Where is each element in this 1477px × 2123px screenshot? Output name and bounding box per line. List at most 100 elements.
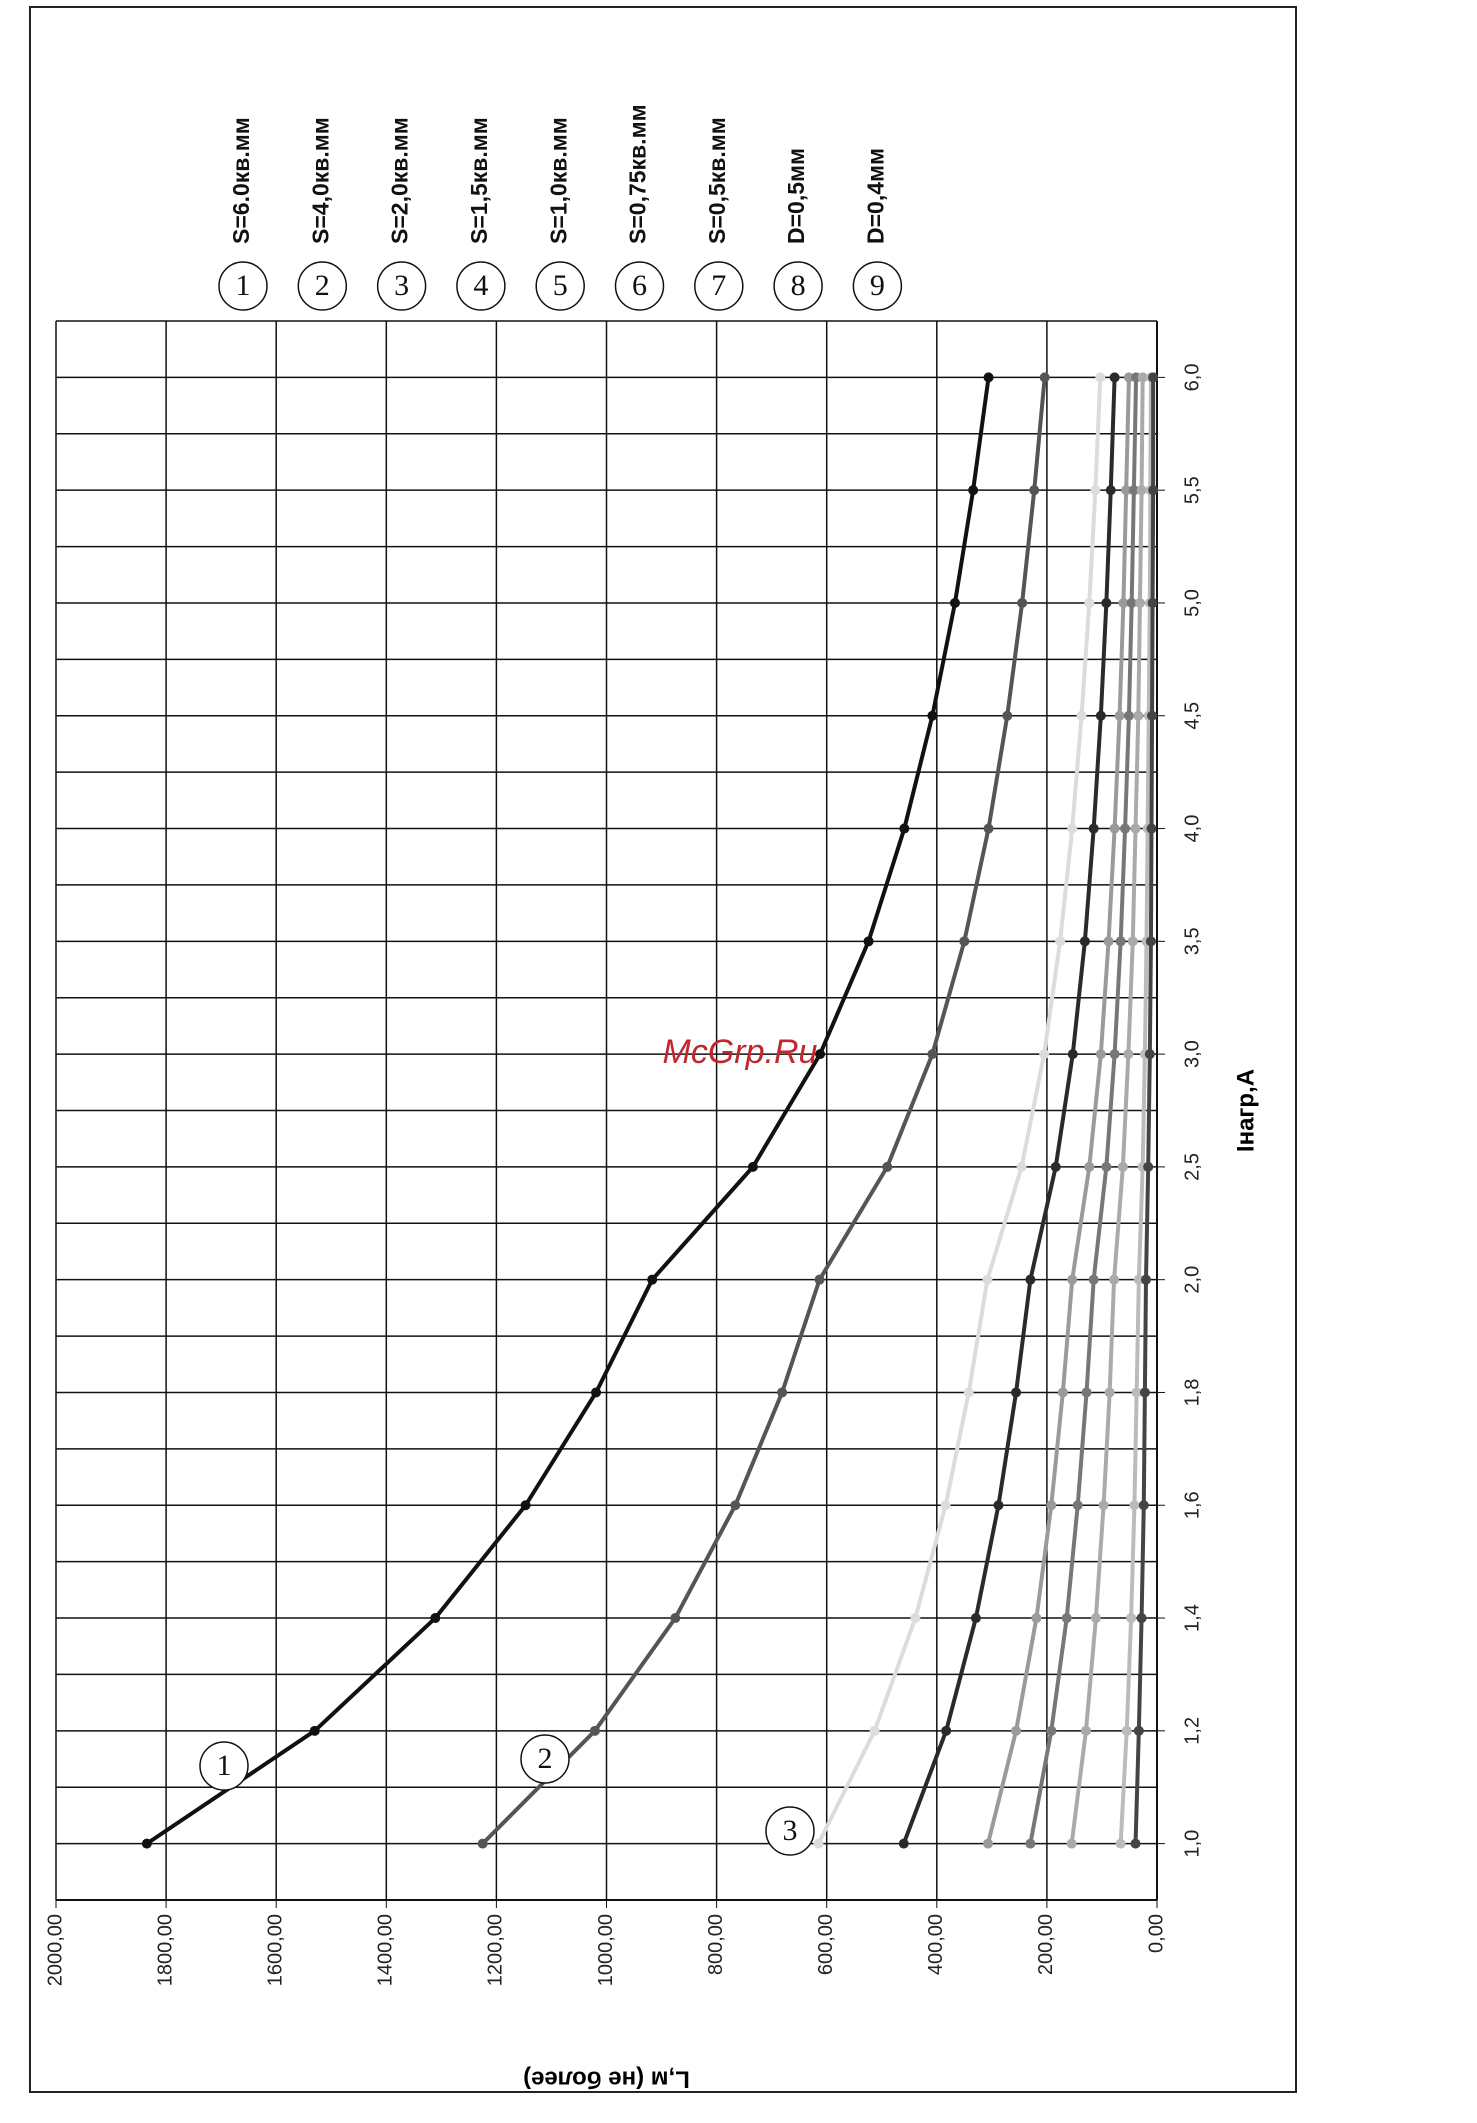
point (1130, 1838, 1141, 1849)
point (1114, 710, 1125, 721)
x-tick-label: 5,0 (1181, 589, 1203, 617)
point (1084, 597, 1095, 608)
point (1088, 823, 1099, 834)
series-line (901, 377, 1117, 1845)
point (1103, 936, 1114, 947)
point (1101, 1161, 1112, 1172)
point (1084, 1161, 1095, 1172)
legend-number: 4 (473, 269, 488, 302)
legend-circle (376, 261, 427, 311)
point (1002, 710, 1013, 721)
point (1104, 1387, 1115, 1398)
y-axis-title: L,м (не более) (523, 2066, 690, 2093)
point (1148, 485, 1159, 496)
x-tick-label: 6,0 (1181, 363, 1203, 391)
point (940, 1500, 951, 1511)
point (1090, 1613, 1101, 1624)
point (589, 1725, 600, 1736)
y-tick-label: 600,00 (815, 1914, 837, 1975)
legend-label: S=2,0кв.мм (387, 117, 413, 244)
point (1118, 597, 1129, 608)
legend-number: 6 (632, 269, 647, 302)
point (1061, 1613, 1072, 1624)
legend-number: 1 (236, 269, 251, 302)
point (1133, 1274, 1144, 1285)
point (647, 1274, 658, 1285)
point (993, 1500, 1004, 1511)
point (1133, 710, 1144, 721)
point (963, 1387, 974, 1398)
y-tick-label: 800,00 (705, 1914, 727, 1975)
point (1123, 1049, 1134, 1060)
x-tick-label: 2,5 (1181, 1153, 1203, 1181)
point (1101, 597, 1112, 608)
x-axis-title: Iнагр,А (1232, 1069, 1259, 1152)
point (1031, 1613, 1042, 1624)
y-tick-label: 0,00 (1145, 1914, 1167, 1953)
series-line (481, 377, 1047, 1846)
point (1129, 1500, 1140, 1511)
point (1126, 1613, 1137, 1624)
point (1011, 1387, 1022, 1398)
point (1080, 1725, 1091, 1736)
point (430, 1613, 441, 1624)
point (1095, 372, 1106, 383)
point (1050, 1161, 1061, 1172)
point (1147, 597, 1158, 608)
point (591, 1387, 602, 1398)
point (1148, 372, 1159, 383)
legend-circle (218, 261, 268, 311)
point (910, 1613, 921, 1624)
legend-circle (694, 261, 744, 311)
point (1137, 372, 1148, 383)
point (1095, 1049, 1106, 1060)
point (1117, 1161, 1128, 1172)
point (1136, 1613, 1147, 1624)
point (1090, 485, 1101, 496)
legend-label: S=6.0кв.мм (228, 117, 254, 244)
y-tick-label: 200,00 (1035, 1914, 1057, 1975)
point (1123, 710, 1134, 721)
y-tick-label: 1000,00 (595, 1914, 617, 1986)
y-tick-label: 1800,00 (154, 1914, 176, 1986)
point (1025, 1838, 1036, 1849)
point (520, 1500, 531, 1511)
series-line (816, 377, 1103, 1845)
plot: 1,0 1,2 1,4 1,6 1,8 2,0 2,5 3,0 3,5 4,0 4,5 5,0 5,5 6… (44, 104, 1259, 2092)
legend-label: S=4,0кв.мм (307, 117, 333, 244)
x-tick-label: 1,4 (1181, 1604, 1203, 1632)
point (1109, 1049, 1120, 1060)
point (1025, 1274, 1036, 1285)
curve-annotation-circle (765, 1806, 815, 1856)
point (1128, 485, 1139, 496)
legend-circle (773, 261, 823, 311)
series-line (1133, 377, 1156, 1844)
point (1143, 1161, 1154, 1172)
series-line (145, 377, 991, 1846)
legend-circle (456, 261, 506, 311)
legend-label: S=1,5кв.мм (466, 117, 492, 244)
point (1109, 372, 1120, 383)
point (1046, 1725, 1057, 1736)
legend-number: 7 (711, 269, 726, 302)
point (898, 1838, 909, 1849)
point (869, 1725, 880, 1736)
legend-number: 3 (394, 269, 409, 302)
point (1121, 1725, 1132, 1736)
x-tick-label: 4,0 (1181, 815, 1203, 843)
frame (29, 6, 1297, 2093)
curve-annotation: 1 (217, 1749, 232, 1782)
point (1121, 485, 1132, 496)
legend-label: S=0,75кв.мм (625, 104, 651, 244)
point (1131, 1387, 1142, 1398)
point (983, 823, 994, 834)
point (1055, 936, 1066, 947)
x-tick-label: 1,2 (1181, 1717, 1203, 1745)
y-tick-label: 1200,00 (485, 1914, 507, 1986)
series-line (986, 377, 1131, 1845)
point (1126, 597, 1137, 608)
point (1039, 372, 1050, 383)
point (309, 1725, 320, 1736)
point (927, 710, 938, 721)
point (813, 1838, 824, 1849)
